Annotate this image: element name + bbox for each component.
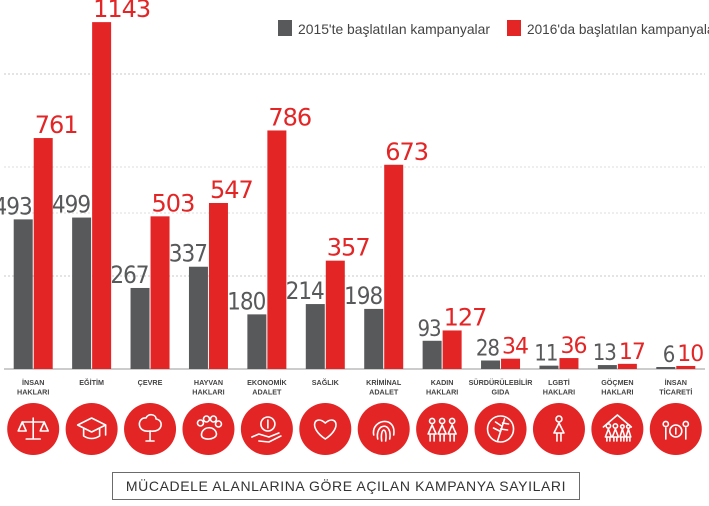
paw-icon xyxy=(182,403,235,455)
category-label: ÇEVRE xyxy=(138,378,163,387)
bar-2015 xyxy=(188,266,208,369)
bar-2016 xyxy=(208,202,228,369)
value-label-2015: 499 xyxy=(52,191,90,219)
bar-2015 xyxy=(130,287,150,369)
value-label-2016: 34 xyxy=(502,335,528,360)
value-label-2016: 127 xyxy=(444,303,487,331)
category-label: ADALET xyxy=(369,388,399,397)
bar-2015 xyxy=(539,365,559,369)
category-label: EĞİTİM xyxy=(79,378,104,387)
category-label: ADALET xyxy=(252,388,282,397)
value-label-2016: 357 xyxy=(327,234,370,262)
category-label: HAKLARI xyxy=(17,388,49,397)
value-label-2016: 503 xyxy=(152,189,195,217)
bar-2016 xyxy=(442,330,462,369)
bar-2016 xyxy=(676,365,696,369)
people-money-icon xyxy=(649,403,702,455)
category-label: LGBTİ xyxy=(548,378,570,387)
value-label-2016: 10 xyxy=(677,342,703,367)
bar-2015 xyxy=(247,314,267,369)
category-label: HAKLARI xyxy=(601,388,633,397)
bar-2016 xyxy=(617,363,637,369)
bar-2015 xyxy=(597,365,617,369)
bar-2015 xyxy=(305,304,325,369)
category-label: EKONOMİK xyxy=(247,378,287,387)
bar-2015 xyxy=(422,340,442,369)
bar-2015 xyxy=(481,360,501,369)
gridlines xyxy=(4,73,705,370)
value-label-2015: 180 xyxy=(227,287,265,315)
legend-label: 2016'da başlatılan kampanyalar xyxy=(527,21,709,37)
bar-2015 xyxy=(72,217,92,369)
chart-title: MÜCADELE ALANLARINA GÖRE AÇILAN KAMPANYA… xyxy=(112,472,580,500)
bar-2016 xyxy=(33,138,53,369)
legend-label: 2015'te başlatılan kampanyalar xyxy=(298,21,490,37)
bar-2016 xyxy=(501,358,521,369)
bar-2015 xyxy=(656,367,676,369)
bar-2015 xyxy=(364,308,384,369)
bar-2015 xyxy=(13,219,33,369)
value-label-2016: 36 xyxy=(560,334,586,359)
category-label: HAYVAN xyxy=(194,378,223,387)
bar-2016 xyxy=(267,130,287,369)
value-label-2016: 17 xyxy=(619,340,645,365)
value-label-2015: 337 xyxy=(169,240,207,268)
value-label-2015: 267 xyxy=(110,261,148,289)
category-label: SÜRDÜRÜLEBİLİR xyxy=(469,378,534,387)
category-label: HAKLARI xyxy=(192,388,224,397)
value-label-2015: 214 xyxy=(286,277,324,305)
bar-2016 xyxy=(150,216,170,369)
bar-2016 xyxy=(325,260,345,369)
category-label: KRİMİNAL xyxy=(366,378,402,387)
category-label: GÖÇMEN xyxy=(601,378,633,387)
legend-swatch xyxy=(507,20,521,36)
family-icon xyxy=(591,403,644,455)
value-label-2015: 6 xyxy=(663,343,675,368)
fingerprint-icon xyxy=(357,403,410,455)
tree-icon xyxy=(124,403,177,455)
scales-icon xyxy=(7,403,60,455)
value-label-2016: 786 xyxy=(268,103,311,131)
category-label: GIDA xyxy=(492,388,510,397)
value-label-2016: 673 xyxy=(385,138,428,166)
bar-2016 xyxy=(559,358,579,369)
legend: 2015'te başlatılan kampanyalar 2016'da ba… xyxy=(278,20,709,37)
bar-2016 xyxy=(384,164,404,369)
person-icon xyxy=(532,403,585,455)
value-label-2016: 1143 xyxy=(93,0,150,23)
value-label-2015: 93 xyxy=(417,317,441,342)
legend-swatch xyxy=(278,20,292,36)
category-label: HAKLARI xyxy=(426,388,458,397)
wheat-icon xyxy=(474,403,527,455)
category-label: KADIN xyxy=(431,378,454,387)
category-label: SAĞLIK xyxy=(312,378,340,387)
value-label-2015: 13 xyxy=(593,341,617,366)
category-label: HAKLARI xyxy=(543,388,575,397)
category-label: İNSAN xyxy=(665,378,687,387)
women-icon xyxy=(416,403,469,455)
value-label-2015: 198 xyxy=(344,282,382,310)
category-label: İNSAN xyxy=(22,378,44,387)
value-label-2016: 547 xyxy=(210,176,253,204)
category-label: TİCARETİ xyxy=(659,388,692,397)
value-label-2015: 28 xyxy=(476,337,500,362)
graduation-cap-icon xyxy=(65,403,118,455)
bar-2016 xyxy=(92,22,112,369)
value-label-2015: 11 xyxy=(534,342,557,367)
heart-icon xyxy=(299,403,352,455)
hand-coin-icon xyxy=(240,403,293,455)
value-label-2016: 761 xyxy=(35,111,78,139)
value-label-2015: 493 xyxy=(0,192,32,220)
